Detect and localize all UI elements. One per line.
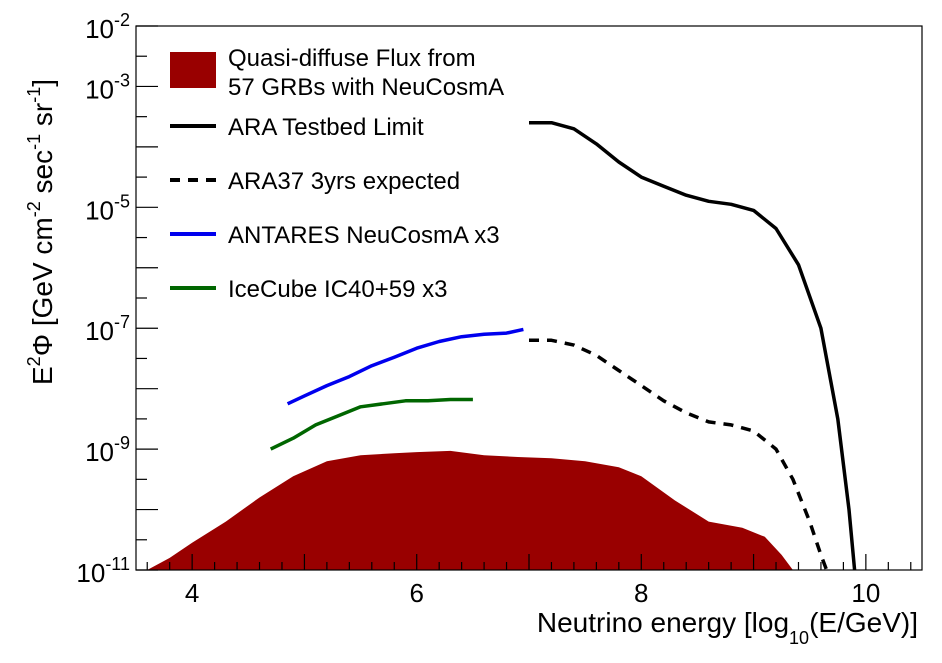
series-line-ara-testbed-limit	[529, 120, 857, 570]
legend-swatch-grb-flux	[170, 52, 216, 88]
legend-label-ara37: ARA37 3yrs expected	[228, 168, 460, 195]
y-axis-title-e: ]	[27, 79, 58, 87]
y-tick-label: 10-9	[85, 433, 130, 467]
series-line-antares-neucosma-x3	[286, 327, 524, 406]
y-tick-label: 10-3	[85, 70, 130, 104]
series-layer	[147, 120, 857, 570]
legend: Quasi-diffuse Flux from 57 GRBs with Neu…	[170, 45, 504, 303]
y-axis-title-a-sup: 2	[24, 356, 44, 366]
x-axis-title: Neutrino energy [log10(E/GeV)]	[537, 607, 918, 648]
legend-label-grb-flux-line2: 57 GRBs with NeuCosmA	[228, 74, 504, 101]
x-tick-label: 6	[409, 578, 423, 608]
y-tick-label: 10-2	[85, 10, 130, 44]
tick-labels: 4 6 8 10 10-11 10-9 10-7 10-5 10-3 10-2	[76, 10, 880, 608]
legend-label-grb-flux: Quasi-diffuse Flux from 57 GRBs with Neu…	[228, 45, 504, 101]
y-tick-label: 10-11	[76, 554, 130, 588]
legend-label-ara-testbed: ARA Testbed Limit	[228, 114, 424, 141]
series-line-ara37-3yrs-expected	[529, 338, 829, 570]
legend-label-grb-flux-line1: Quasi-diffuse Flux from	[228, 45, 476, 72]
y-axis-title-b-sup: -2	[24, 201, 44, 217]
x-tick-label: 4	[185, 578, 199, 608]
y-tick-label: 10-5	[85, 191, 130, 225]
y-axis-title-d-sup: -1	[24, 87, 44, 103]
y-axis-title-c-sup: -1	[24, 134, 44, 150]
x-tick-label: 8	[634, 578, 648, 608]
y-axis-title: E2Φ [GeV cm-2 sec-1 sr-1]	[24, 79, 58, 385]
legend-label-icecube: IceCube IC40+59 x3	[228, 276, 447, 303]
series-line-icecube-ic40-59-x3	[269, 397, 473, 451]
x-axis-title-tail: (E/GeV)]	[809, 607, 918, 638]
x-axis-title-sub: 10	[789, 628, 809, 648]
y-axis-title-a: E	[27, 366, 58, 385]
x-axis-title-main: Neutrino energy [log	[537, 607, 789, 638]
y-axis-title-b: Φ [GeV cm	[27, 217, 58, 356]
y-axis-title-d: sr	[27, 103, 58, 134]
y-axis-title-c: sec	[27, 150, 58, 201]
legend-label-antares: ANTARES NeuCosmA x3	[228, 222, 500, 249]
series-area-quasi-diffuse-flux-from-57-grbs-with-neucosma	[147, 450, 793, 570]
ticks-layer	[136, 25, 912, 571]
y-tick-label: 10-7	[85, 312, 130, 346]
x-tick-label: 10	[851, 578, 880, 608]
